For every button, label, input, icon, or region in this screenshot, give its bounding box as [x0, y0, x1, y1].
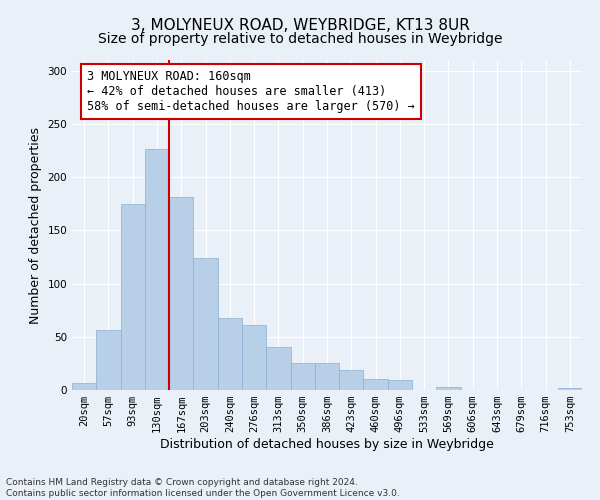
Bar	[388, 380, 412, 390]
Bar	[436, 387, 461, 390]
Text: Contains HM Land Registry data © Crown copyright and database right 2024.
Contai: Contains HM Land Registry data © Crown c…	[6, 478, 400, 498]
Bar	[339, 370, 364, 390]
X-axis label: Distribution of detached houses by size in Weybridge: Distribution of detached houses by size …	[160, 438, 494, 451]
Bar	[96, 330, 121, 390]
Text: Size of property relative to detached houses in Weybridge: Size of property relative to detached ho…	[98, 32, 502, 46]
Bar	[315, 364, 339, 390]
Bar	[193, 258, 218, 390]
Bar	[558, 388, 582, 390]
Text: 3, MOLYNEUX ROAD, WEYBRIDGE, KT13 8UR: 3, MOLYNEUX ROAD, WEYBRIDGE, KT13 8UR	[131, 18, 469, 32]
Text: 3 MOLYNEUX ROAD: 160sqm
← 42% of detached houses are smaller (413)
58% of semi-d: 3 MOLYNEUX ROAD: 160sqm ← 42% of detache…	[88, 70, 415, 113]
Bar	[218, 318, 242, 390]
Y-axis label: Number of detached properties: Number of detached properties	[29, 126, 42, 324]
Bar	[72, 382, 96, 390]
Bar	[242, 325, 266, 390]
Bar	[290, 364, 315, 390]
Bar	[364, 380, 388, 390]
Bar	[145, 150, 169, 390]
Bar	[121, 204, 145, 390]
Bar	[266, 348, 290, 390]
Bar	[169, 198, 193, 390]
